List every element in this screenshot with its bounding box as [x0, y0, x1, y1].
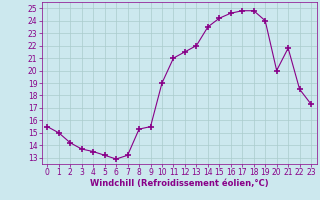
X-axis label: Windchill (Refroidissement éolien,°C): Windchill (Refroidissement éolien,°C) — [90, 179, 268, 188]
